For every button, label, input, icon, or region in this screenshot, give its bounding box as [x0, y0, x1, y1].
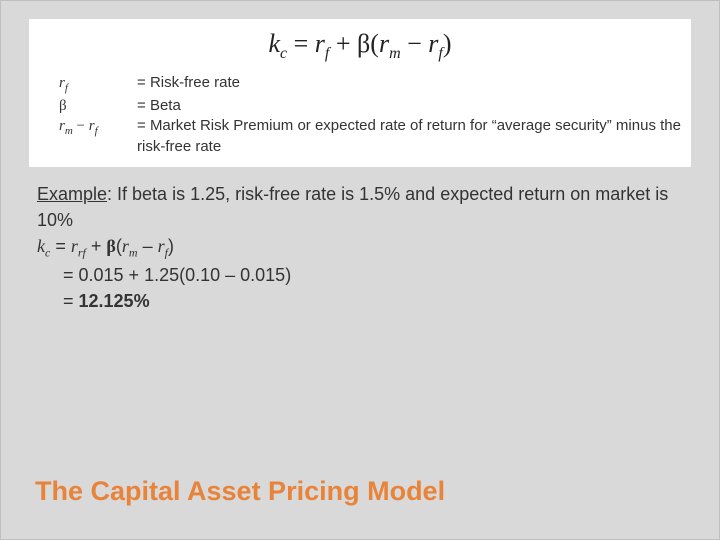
var-beta: β	[357, 29, 370, 58]
ex-minus: –	[138, 236, 158, 256]
paren-open: (	[370, 29, 379, 58]
ex-eq: =	[50, 236, 71, 256]
def-mrp: rm − rf = Market Risk Premium or expecte…	[59, 116, 681, 157]
example-label: Example	[37, 184, 107, 204]
slide-title: The Capital Asset Pricing Model	[35, 476, 445, 507]
var-rm: rm	[379, 29, 401, 58]
def-beta-text: = Beta	[137, 96, 681, 116]
var-rf: rf	[315, 29, 330, 58]
example-result-value: 12.125%	[79, 291, 150, 311]
example-result: = 12.125%	[37, 288, 683, 314]
paren-close: )	[443, 29, 452, 58]
ex-plus: +	[86, 236, 107, 256]
example-block: Example: If beta is 1.25, risk-free rate…	[29, 177, 691, 314]
formula-box: kc = rf + β(rm − rf) rf = Risk-free rate…	[29, 19, 691, 167]
op-eq: =	[287, 29, 315, 58]
slide: kc = rf + β(rm − rf) rf = Risk-free rate…	[0, 0, 720, 540]
example-text: : If beta is 1.25, risk-free rate is 1.5…	[37, 184, 668, 230]
ex-rf: rf	[158, 236, 168, 256]
ex-beta: β	[106, 236, 115, 256]
ex-rm: rm	[122, 236, 138, 256]
op-plus: +	[329, 29, 357, 58]
ex-rrf: rrf	[71, 236, 86, 256]
def-mrp-symbol: rm − rf	[59, 116, 137, 139]
def-beta-symbol: β	[59, 96, 137, 116]
example-formula: kc = rrf + β(rm – rf)	[37, 233, 683, 262]
definitions: rf = Risk-free rate β = Beta rm − rf = M…	[39, 73, 681, 157]
capm-formula: kc = rf + β(rm − rf)	[39, 25, 681, 73]
var-kc: kc	[268, 29, 287, 58]
example-intro: Example: If beta is 1.25, risk-free rate…	[37, 181, 683, 233]
slide-content: kc = rf + β(rm − rf) rf = Risk-free rate…	[29, 19, 691, 511]
def-rf-text: = Risk-free rate	[137, 73, 681, 93]
ex-kc: kc	[37, 236, 50, 256]
def-beta: β = Beta	[59, 96, 681, 116]
def-rf-symbol: rf	[59, 73, 137, 96]
def-rf: rf = Risk-free rate	[59, 73, 681, 96]
op-minus: −	[401, 29, 429, 58]
def-mrp-text: = Market Risk Premium or expected rate o…	[137, 116, 681, 157]
example-sub1: = 0.015 + 1.25(0.10 – 0.015)	[37, 262, 683, 288]
example-result-eq: =	[63, 291, 79, 311]
ex-close: )	[168, 236, 174, 256]
var-rf2: rf	[428, 29, 443, 58]
